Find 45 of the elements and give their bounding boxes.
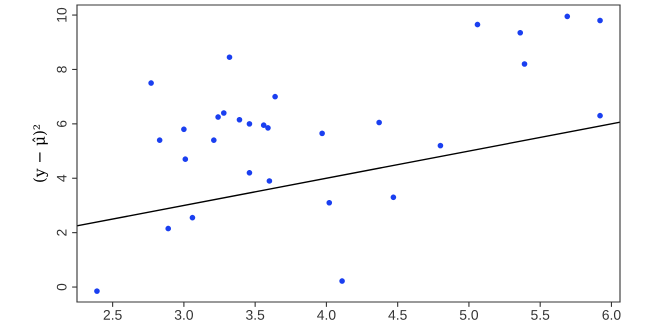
- y-tick-label: 4: [56, 174, 66, 182]
- point: [564, 14, 570, 20]
- y-tick-label: 0: [56, 284, 67, 290]
- y-tick-label: 8: [56, 66, 67, 73]
- y-tick-label: 6: [56, 120, 67, 128]
- point: [597, 18, 603, 24]
- x-tick-label: 4.5: [388, 310, 407, 320]
- point: [319, 130, 325, 136]
- x-tick-label: 6.0: [602, 310, 621, 320]
- x-tick-label: 5.5: [531, 310, 550, 320]
- point: [517, 30, 524, 36]
- point: [226, 54, 232, 60]
- point: [190, 214, 196, 220]
- point: [165, 226, 171, 232]
- x-tick-label: 3.0: [174, 310, 193, 320]
- y-axis-title: (y − μ̂)²: [32, 124, 48, 182]
- y-tick-label: 2: [56, 229, 66, 236]
- point: [266, 178, 272, 184]
- point: [246, 121, 252, 127]
- point: [246, 170, 252, 176]
- point: [376, 120, 382, 126]
- point: [215, 114, 221, 120]
- point: [94, 288, 100, 294]
- point: [148, 80, 154, 86]
- point: [236, 116, 242, 123]
- point: [390, 194, 396, 200]
- x-tick-label: 3.5: [246, 310, 264, 320]
- point: [597, 112, 603, 118]
- point: [438, 142, 444, 148]
- point: [265, 125, 271, 131]
- point: [156, 137, 162, 143]
- point: [211, 137, 217, 143]
- point: [326, 200, 332, 206]
- point: [522, 61, 528, 67]
- point: [339, 278, 345, 284]
- x-tick-label: 2.5: [104, 310, 122, 320]
- point: [221, 110, 227, 116]
- point: [272, 94, 278, 100]
- x-tick-label: 4.0: [317, 310, 336, 320]
- x-tick-label: 5.0: [460, 310, 478, 320]
- point: [182, 156, 188, 162]
- y-tick-label: 10: [56, 8, 67, 22]
- point: [181, 126, 187, 132]
- point: [260, 122, 266, 128]
- point: [474, 22, 480, 28]
